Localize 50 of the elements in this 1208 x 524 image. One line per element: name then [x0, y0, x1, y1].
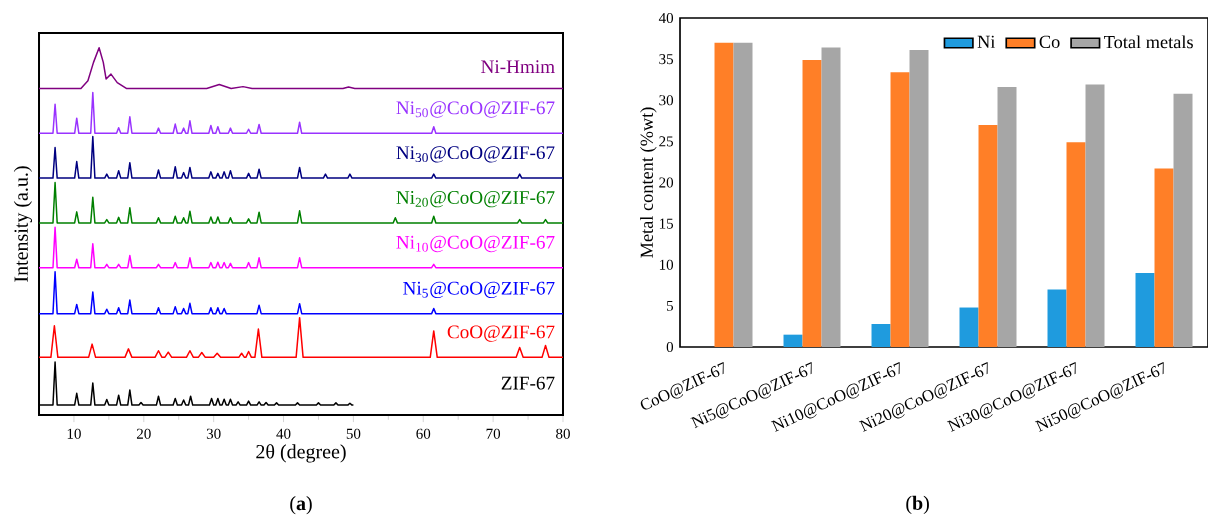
y-tick-label: 20	[659, 177, 674, 188]
series-label: Ni$_{5}$@CoO@ZIF-67	[403, 281, 555, 299]
x-tick-label: 50	[346, 428, 361, 439]
bar	[802, 59, 822, 347]
y-tick-label: 10	[659, 259, 674, 270]
series-label: CoO@ZIF-67	[447, 325, 555, 342]
bar	[871, 323, 891, 347]
series-label: Ni-Hmim	[481, 60, 555, 73]
x-tick-label: 60	[416, 428, 431, 439]
x-tick-label: 70	[486, 428, 501, 439]
x-tick-label: 80	[556, 428, 570, 439]
bar	[733, 42, 753, 347]
legend-label: Total metals	[1104, 35, 1193, 49]
x-tick-label: 30	[206, 428, 221, 439]
y-tick-label: 0	[666, 341, 674, 353]
y-axis-title: Metal content (%wt)	[640, 107, 657, 258]
bar	[821, 47, 841, 347]
bar	[997, 87, 1017, 347]
bar	[714, 42, 734, 347]
text: ZIF-67	[501, 376, 555, 390]
bar	[1135, 272, 1155, 347]
bar	[959, 307, 979, 347]
y-tick-label: 30	[659, 95, 674, 106]
bar	[890, 72, 910, 347]
y-tick-label: 25	[659, 136, 674, 147]
bar	[1047, 289, 1067, 347]
bar	[1173, 93, 1193, 347]
legend-label: Ni	[977, 35, 996, 48]
bar	[783, 334, 803, 347]
text: (b)	[906, 495, 929, 514]
bar	[1085, 84, 1105, 347]
bar	[1154, 168, 1174, 347]
series-label: Ni$_{50}$@CoO@ZIF-67	[396, 101, 555, 118]
x-tick-label: 20	[136, 428, 151, 439]
y-tick-label: 15	[659, 218, 674, 229]
x-axis-title: 2θ (degree)	[256, 444, 346, 463]
legend-label: Co	[1039, 35, 1060, 48]
series-label: Ni$_{30}$@CoO@ZIF-67	[396, 146, 555, 163]
y-tick-label: 5	[666, 300, 674, 311]
y-axis-title: Intensity (a.u.)	[13, 166, 33, 282]
bar	[978, 124, 998, 347]
text: (a)	[290, 496, 312, 515]
series-label: Ni$_{20}$@CoO@ZIF-67	[396, 190, 555, 208]
bar	[1066, 142, 1086, 347]
x-tick-label: 10	[67, 428, 81, 439]
x-tick-label: 40	[276, 428, 291, 439]
bar	[909, 50, 929, 347]
y-tick-label: 35	[659, 54, 674, 65]
y-tick-label: 40	[658, 12, 674, 24]
series-label: Ni$_{10}$@CoO@ZIF-67	[396, 235, 555, 253]
